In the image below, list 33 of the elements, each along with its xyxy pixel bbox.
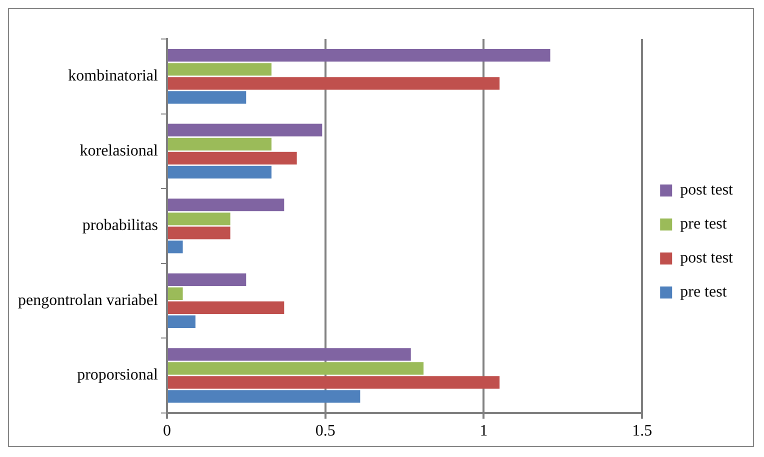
y-tick-label: korelasional	[80, 142, 158, 160]
legend-label: post test	[680, 250, 734, 267]
bar	[168, 124, 322, 136]
bar	[168, 390, 360, 403]
x-tick-label: 1	[480, 422, 488, 440]
y-tick-label: pengontrolan variabel	[18, 292, 158, 309]
bar	[168, 348, 411, 361]
legend-label: post test	[680, 182, 734, 199]
bar	[168, 362, 424, 375]
bar	[168, 152, 297, 164]
bar	[168, 198, 284, 212]
bar	[168, 240, 183, 254]
x-tick-label: 0.5	[315, 422, 336, 440]
bar	[168, 226, 230, 240]
bar	[168, 49, 550, 62]
bar	[168, 138, 272, 150]
bar	[168, 287, 183, 300]
legend-label: pre test	[680, 216, 728, 233]
y-tick-label: kombinatorial	[68, 68, 158, 85]
x-tick-label: 0	[162, 422, 171, 440]
legend-label: pre test	[680, 284, 728, 301]
bar	[168, 376, 500, 389]
bar	[168, 273, 246, 286]
bar	[168, 315, 196, 328]
bar	[168, 166, 272, 178]
y-tick-label: proporsional	[77, 366, 158, 384]
bar	[168, 301, 284, 314]
bar	[168, 212, 230, 226]
bar	[168, 77, 500, 90]
bar	[168, 63, 272, 76]
bar	[168, 91, 246, 104]
x-tick-label: 1.5	[632, 422, 652, 440]
y-tick-label: probabilitas	[82, 217, 158, 234]
